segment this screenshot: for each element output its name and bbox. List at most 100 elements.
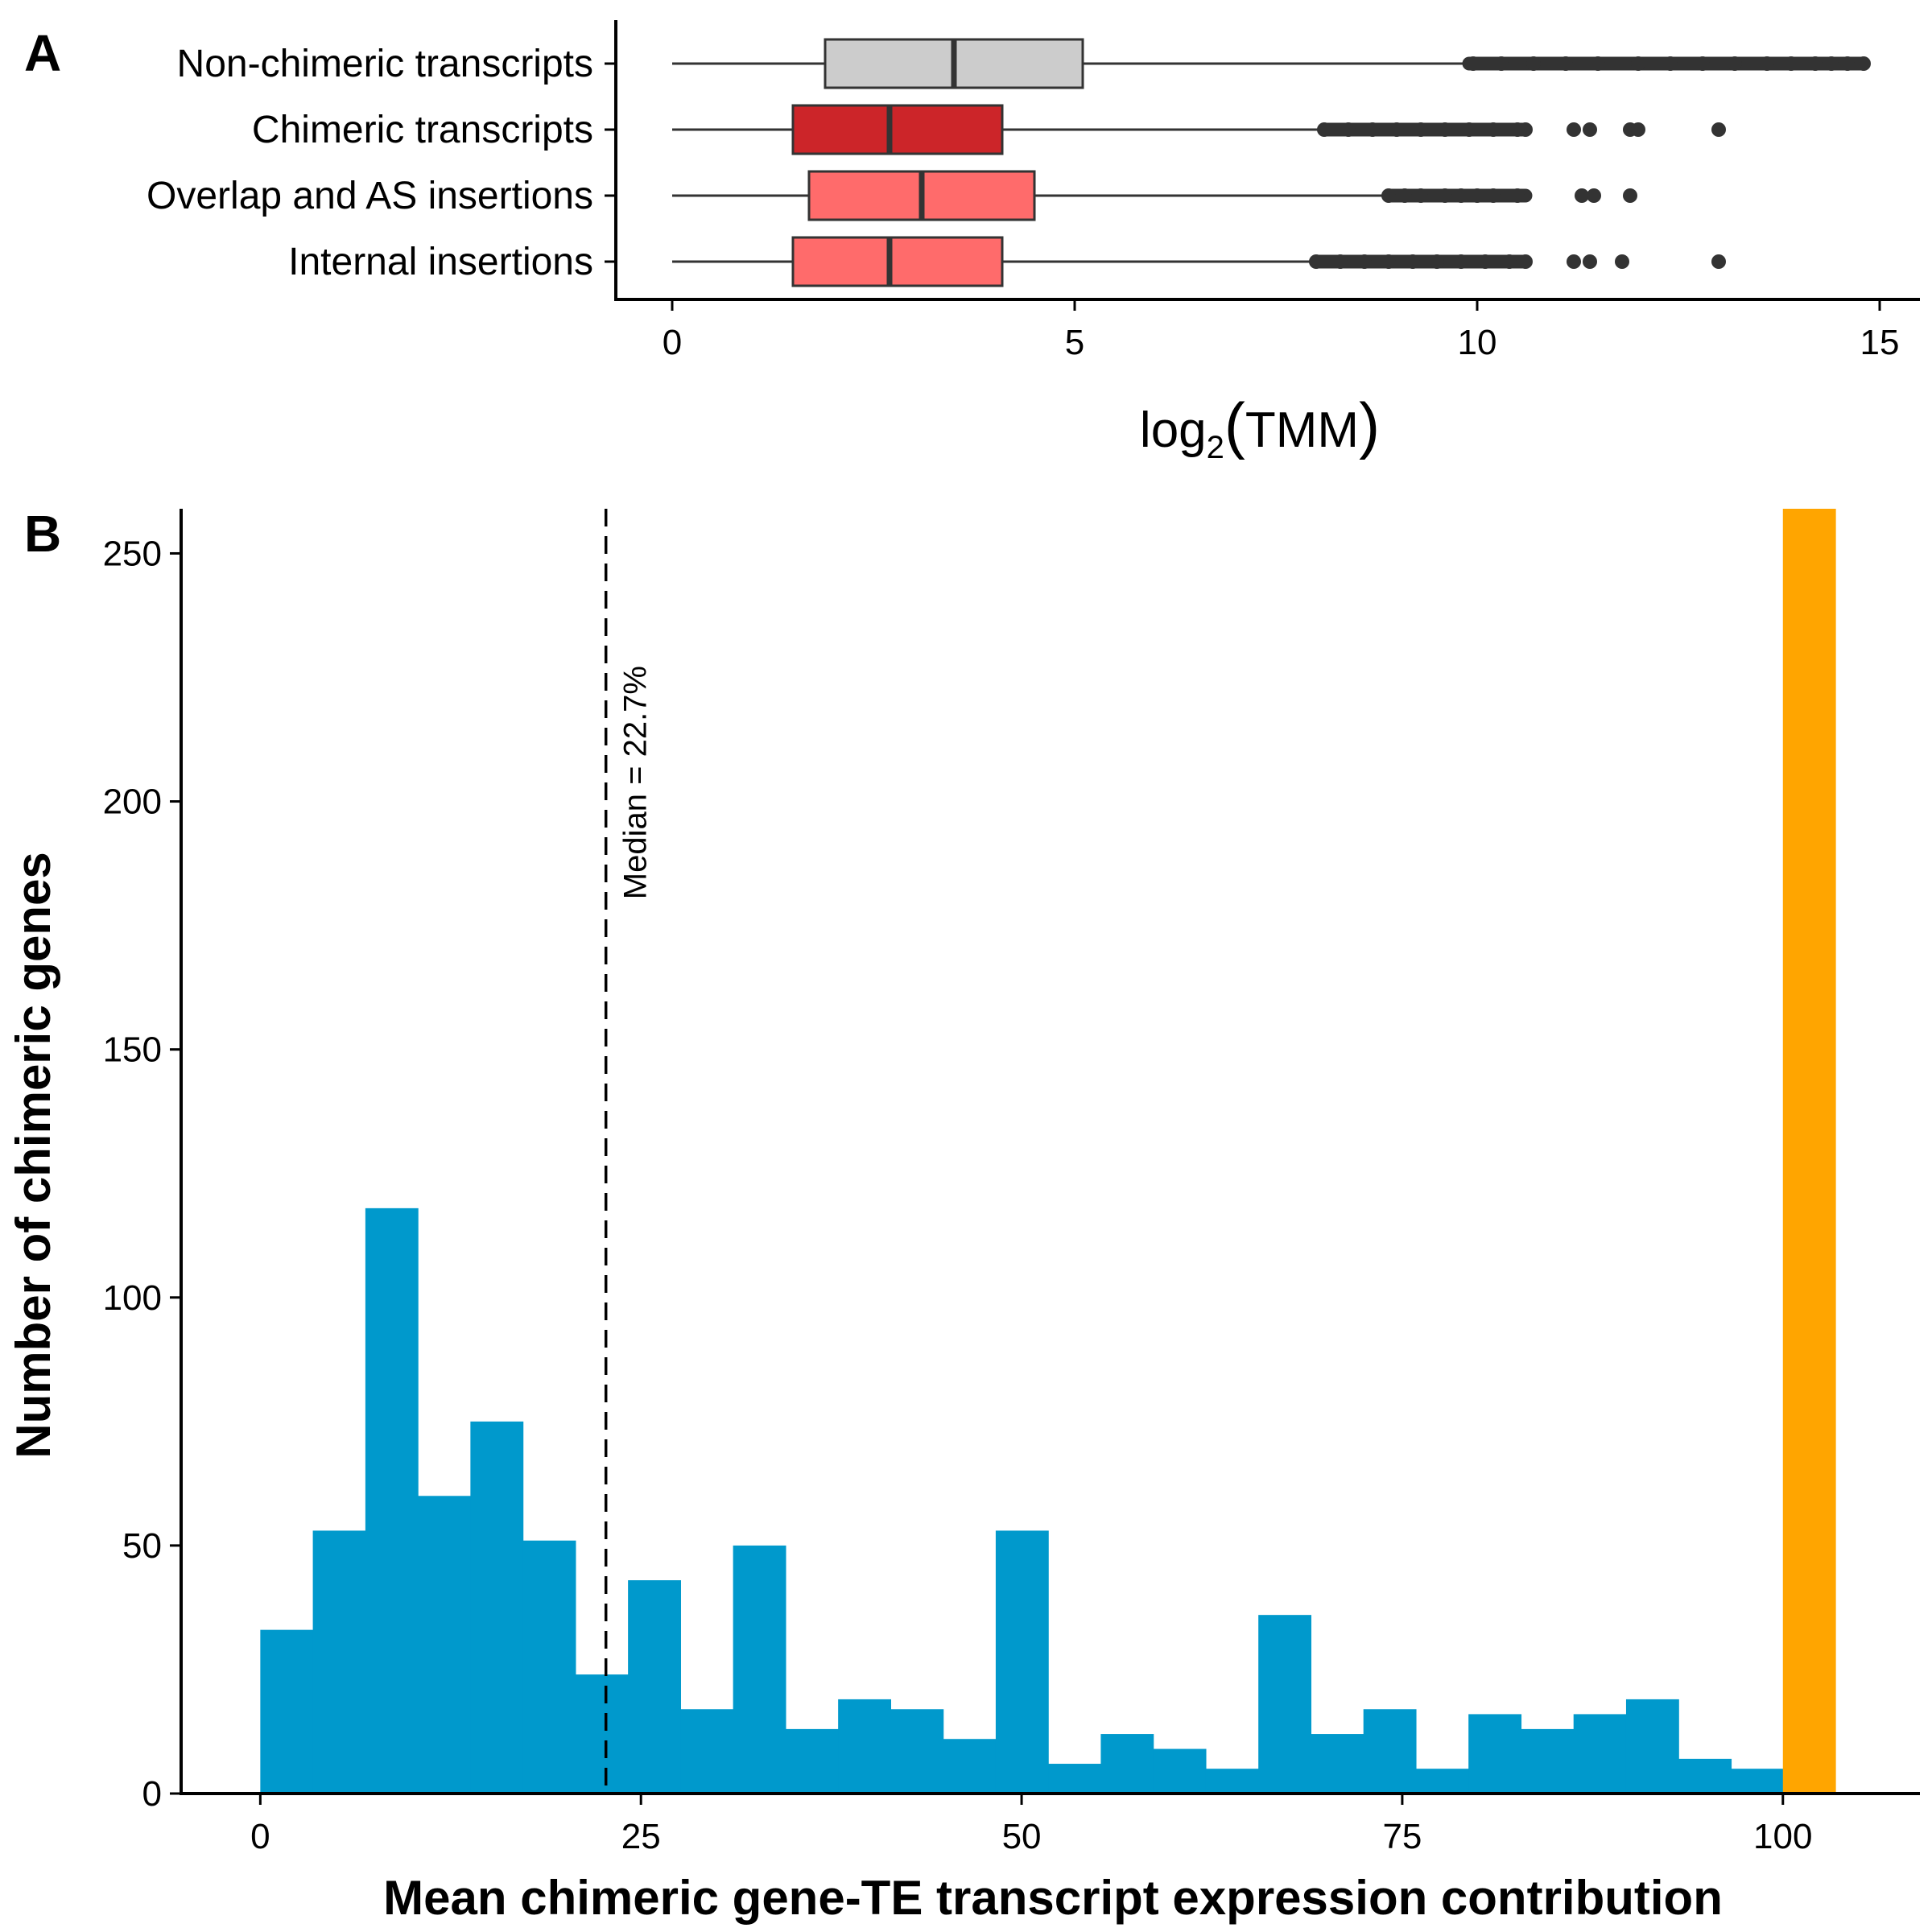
outlier-point [1466,56,1480,71]
histogram-bar [522,1540,576,1794]
panel-a-x-tick-label: 5 [1065,323,1084,362]
x-title-close-paren: ) [1359,390,1380,460]
box-overlap-and-as-insertions [672,170,1637,221]
outlier-point [1695,56,1710,71]
histogram-bar [1625,1699,1679,1794]
panel-b-y-tick-label: 250 [103,534,162,573]
histogram-bar [1468,1714,1522,1794]
outlier-point [1567,254,1581,269]
outlier-point [1623,188,1637,203]
panel-b-x-tick-label: 50 [1002,1817,1042,1856]
outlier-point [1470,188,1484,203]
outlier-point [1462,122,1476,137]
outlier-point [1357,254,1372,269]
svg-text:log2(TMM): log2(TMM) [1140,390,1380,465]
histogram-bar [785,1728,839,1794]
x-title-open-paren: ( [1224,390,1245,460]
outlier-point [1518,254,1533,269]
panel-letter-a: A [24,24,61,82]
panel-letter-b: B [24,505,61,563]
outlier-point [1438,122,1452,137]
outlier-point [1760,56,1774,71]
panel-a-x-tick-label: 0 [663,323,682,362]
outlier-point [1615,254,1629,269]
panel-b-x-tick-label: 25 [621,1817,661,1856]
outlier-point [1558,56,1573,71]
outlier-point [1317,122,1331,137]
outlier-point [1414,122,1428,137]
outlier-point [1365,122,1380,137]
histogram-bar [1205,1769,1259,1794]
box-internal-insertions [672,236,1726,287]
histogram-bar [470,1421,524,1794]
outlier-point [1454,188,1468,203]
histogram-bar [418,1496,471,1794]
histogram-bar [1311,1734,1364,1794]
box-non-chimeric-transcripts [672,38,1871,89]
panel-b-y-tick-label: 150 [103,1030,162,1070]
panel-a-category-label: Non-chimeric transcripts [177,43,593,85]
box-iqr [791,236,1004,287]
outlier-point [1502,254,1517,269]
outlier-point [1526,56,1541,71]
histogram-bar [365,1208,419,1794]
histogram-bar [1678,1758,1732,1794]
outlier-point [1808,56,1823,71]
panel-a-boxplot: 0 5 10 15 Non-chimeric transcripts Chimeric t… [147,20,1920,362]
panel-a-category-label: Chimeric transcripts [252,109,593,151]
outlier-point [1591,56,1605,71]
histogram-bar [1048,1764,1102,1794]
x-title-prefix: log [1140,402,1207,458]
outlier-point [1631,56,1645,71]
outlier-point [1510,188,1525,203]
outlier-point [1397,188,1412,203]
histogram-bar [260,1629,314,1794]
outlier-point [1583,122,1597,137]
histogram-bar [680,1709,734,1794]
outlier-point [1784,56,1798,71]
outlier-point [1728,56,1742,71]
histogram-bar [1100,1734,1154,1794]
outlier-point [1430,254,1444,269]
outlier-point [1406,254,1420,269]
panel-a-x-axis-title: log2(TMM) [1140,390,1380,465]
outlier-point [1389,122,1404,137]
outlier-point [1494,56,1509,71]
outlier-point [1518,122,1533,137]
histogram-bar [1573,1714,1627,1794]
histogram-bar [1363,1709,1417,1794]
outlier-point [1478,254,1492,269]
outlier-point [1824,56,1839,71]
outlier-point [1454,254,1468,269]
outlier-point [1631,122,1645,137]
outlier-point [1711,254,1726,269]
histogram-bar [312,1530,366,1794]
outlier-point [1486,122,1501,137]
panel-b-histogram: Median = 22.7% 0 50 100 150 200 250 0 25 50 75 100 [103,509,1920,1856]
histogram-bar [1258,1615,1312,1794]
box-chimeric-transcripts [672,104,1726,155]
outlier-point [1587,188,1601,203]
x-title-subscript: 2 [1207,430,1224,465]
outlier-point [1333,254,1348,269]
histogram-bar [890,1709,944,1794]
histogram-bar [628,1580,681,1794]
panel-b-x-axis-title: Mean chimeric gene-TE transcript express… [383,1871,1723,1925]
histogram-bar [1153,1748,1207,1794]
outlier-point [1567,122,1581,137]
outlier-point [1381,254,1396,269]
panel-b-y-axis-title: Number of chimeric genes [6,852,60,1459]
outlier-point [1711,122,1726,137]
x-title-inner: TMM [1245,402,1359,458]
histogram-bar [838,1699,892,1794]
outlier-point [1856,56,1871,71]
outlier-point [1840,56,1855,71]
outlier-point [1663,56,1678,71]
outlier-point [1341,122,1356,137]
outlier-point [1583,254,1597,269]
histogram-bar [943,1739,997,1794]
panel-b-y-tick-label: 200 [103,782,162,822]
outlier-point [1381,188,1396,203]
outlier-point [1486,188,1501,203]
